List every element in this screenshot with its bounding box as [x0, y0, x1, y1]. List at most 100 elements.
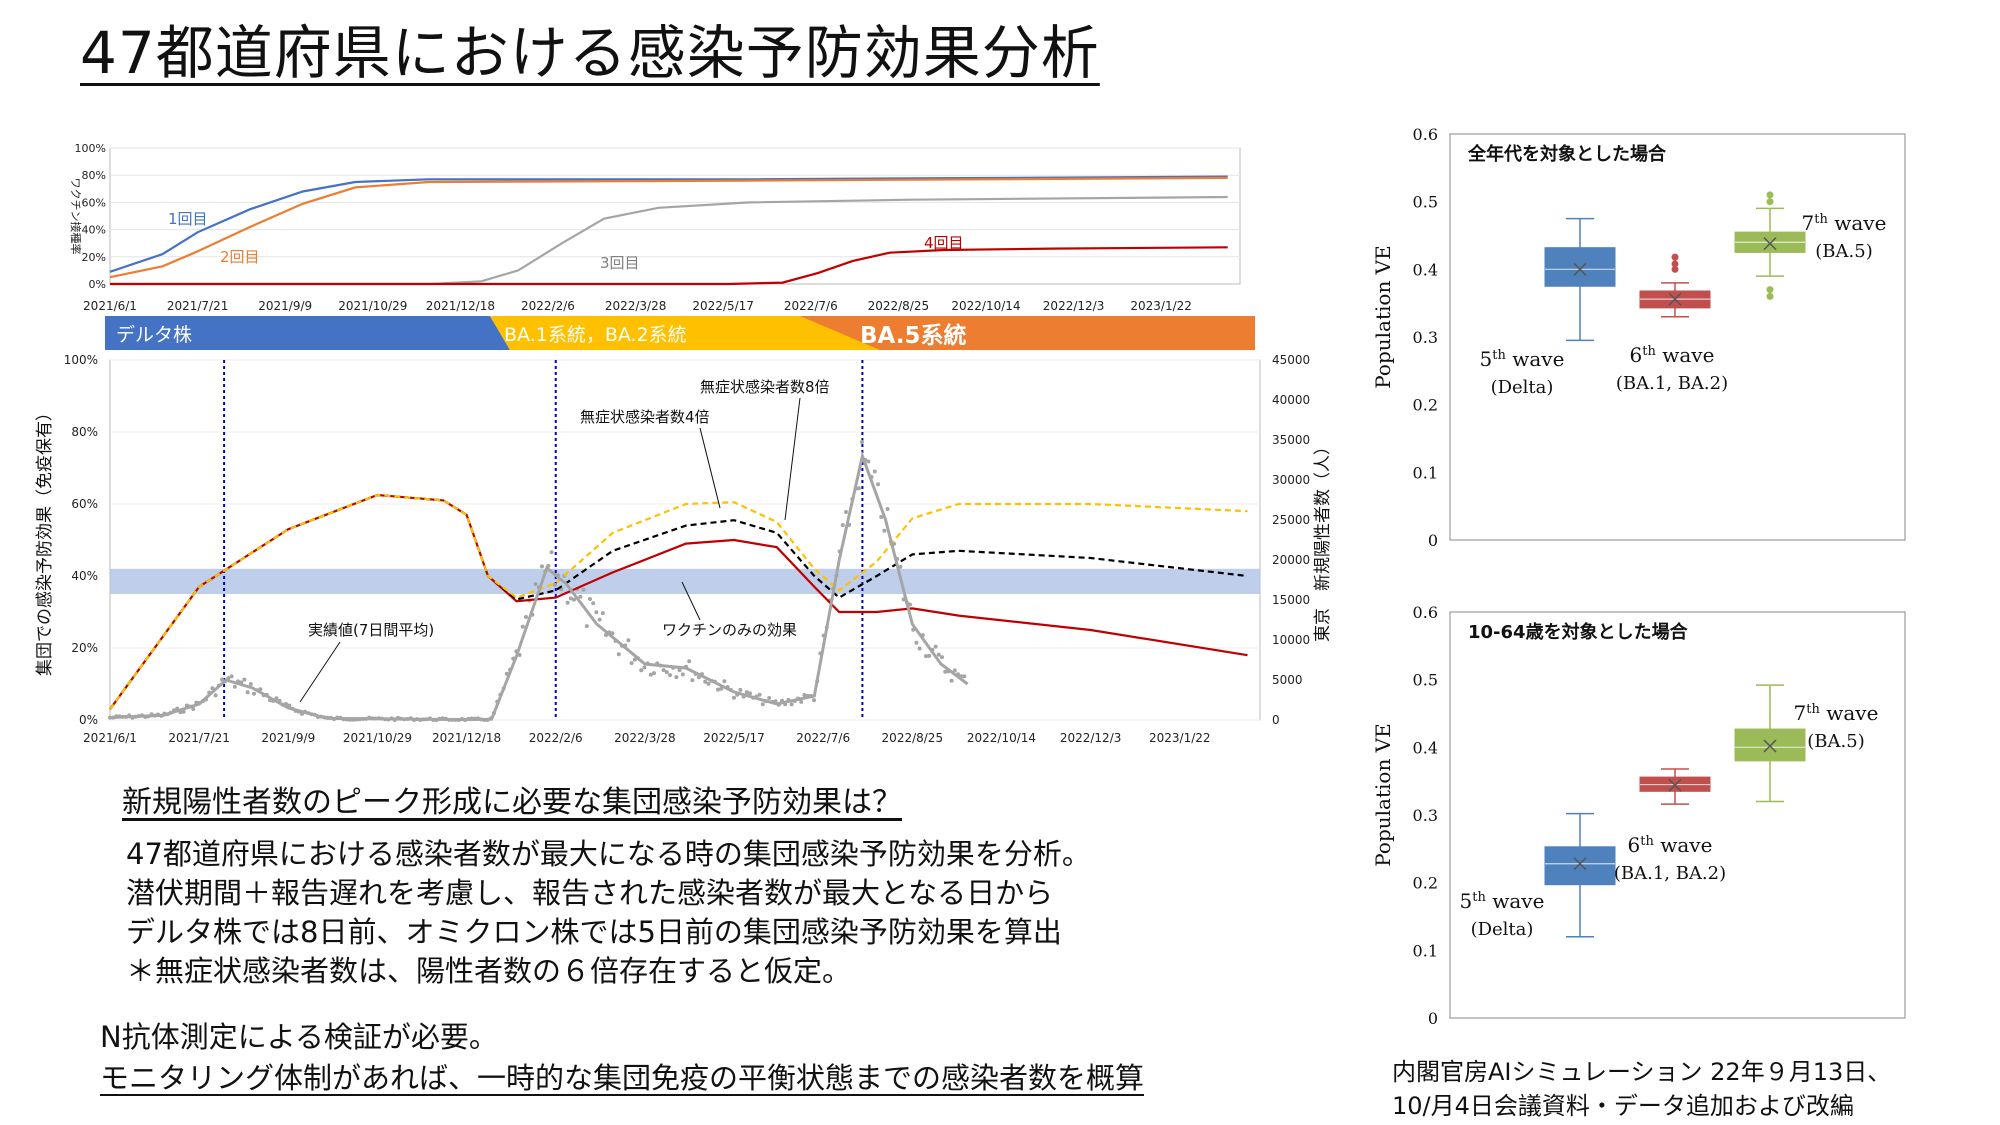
source-line-2: 10/月4日会議資料・データ追加および改編 — [1392, 1092, 1854, 1120]
x-tick-label: 2022/7/6 — [784, 299, 838, 313]
y2-tick-label: 40000 — [1272, 393, 1310, 407]
daily-case-point — [232, 684, 237, 689]
daily-case-point — [680, 672, 685, 677]
daily-case-point — [520, 624, 525, 629]
daily-case-point — [767, 696, 772, 700]
plot-area — [1449, 611, 1906, 1019]
daily-case-point — [943, 669, 948, 674]
category-sublabel-6: (BA.1, BA.2) — [1616, 373, 1728, 394]
x-tick-label: 2022/8/25 — [868, 299, 930, 313]
daily-case-point — [639, 668, 644, 673]
category-sublabel-5: (Delta) — [1491, 377, 1554, 398]
daily-case-point — [927, 653, 932, 658]
y-tick-label: 0.5 — [1413, 193, 1438, 212]
daily-case-point — [213, 693, 218, 698]
daily-case-point — [738, 687, 743, 692]
x-tick-label: 2022/12/3 — [1060, 731, 1122, 745]
daily-case-point — [872, 469, 877, 474]
target-band — [110, 568, 1260, 594]
y-tick-label: 0 — [1428, 531, 1438, 550]
daily-case-point — [652, 671, 656, 676]
daily-case-point — [914, 640, 919, 645]
y-tick-label: 80% — [71, 425, 98, 439]
x-tick-label: 2021/12/18 — [426, 299, 495, 313]
y-tick-label: 20% — [71, 641, 98, 655]
body-line-3: デルタ株では8日前、オミクロン株では5日前の集団感染予防効果を算出 — [126, 915, 1062, 949]
category-label-6: 6th wave — [1630, 343, 1715, 367]
category-label-6: 6th wave — [1628, 833, 1713, 857]
daily-case-point — [757, 692, 762, 697]
y-tick-label: 20% — [82, 251, 106, 264]
x-tick-label: 2022/3/28 — [605, 299, 667, 313]
y2-tick-label: 15000 — [1272, 593, 1310, 607]
y-tick-label: 0.1 — [1413, 463, 1438, 482]
daily-case-point — [706, 681, 711, 686]
box-mean-marker — [1763, 237, 1777, 251]
series-line-x8 — [109, 493, 1248, 710]
x-tick-label: 2022/10/14 — [967, 731, 1036, 745]
daily-case-point — [549, 550, 554, 555]
daily-case-point — [962, 674, 967, 679]
daily-case-point — [252, 691, 256, 696]
box-mean-marker — [1763, 739, 1777, 753]
category-label-5: 5th wave — [1460, 889, 1545, 913]
y2-tick-label: 0 — [1272, 713, 1280, 727]
daily-case-point — [220, 677, 224, 682]
daily-case-point — [949, 678, 954, 683]
daily-case-point — [540, 564, 544, 569]
daily-case-point — [760, 702, 765, 707]
annotation-cases: 実績値(7日間平均) — [308, 621, 434, 639]
daily-case-point — [626, 638, 631, 643]
plot-area — [109, 147, 1241, 285]
x-tick-label: 2023/1/22 — [1149, 731, 1211, 745]
daily-case-point — [245, 690, 250, 695]
y-tick-label: 40% — [71, 569, 98, 583]
daily-case-point — [524, 615, 528, 619]
outlier-point — [1766, 191, 1774, 199]
outlier-point — [1671, 260, 1679, 268]
daily-case-point — [885, 507, 890, 511]
x-tick-label: 2022/10/14 — [951, 299, 1020, 313]
y-axis-label: 集団での感染予防効果（免疫保有） — [35, 404, 55, 676]
daily-case-point — [668, 673, 672, 678]
box-plot-10-64: 0 0.1 0.2 0.3 0.4 0.5 0.6 Population VE 10-64歳を対… — [1371, 603, 1906, 1028]
variant-label-ba5: BA.5系統 — [860, 322, 967, 349]
x-tick-label: 2021/10/29 — [338, 299, 407, 313]
annotation-vaccine-only: ワクチンのみの効果 — [662, 621, 797, 639]
y-tick-label: 60% — [71, 497, 98, 511]
daily-case-point — [591, 601, 596, 606]
daily-case-point — [191, 707, 196, 711]
daily-case-point — [629, 661, 634, 666]
category-label-7: 7th wave — [1794, 701, 1879, 725]
outlier-point — [1766, 198, 1774, 206]
daily-case-point — [879, 515, 884, 519]
variant-period-band: デルタ株 BA.1系統，BA.2系統 BA.5系統 — [105, 316, 1255, 350]
y-tick-label: 100% — [64, 353, 98, 367]
x-tick-label: 2021/12/18 — [432, 731, 501, 745]
variant-label-delta: デルタ株 — [116, 324, 192, 346]
daily-case-point — [588, 597, 592, 601]
daily-case-point — [229, 674, 234, 679]
y-tick-label: 80% — [82, 169, 106, 182]
daily-case-point — [952, 668, 957, 673]
outlier-point — [1766, 286, 1774, 294]
daily-case-point — [597, 617, 602, 622]
daily-case-point — [690, 678, 695, 683]
vaccination-rate-chart: 0% 20% 40% 60% 80% 100% ワクチン接種率 2021/6/1 2021/7/… — [69, 142, 1241, 313]
y-tick-label: 0.6 — [1413, 603, 1438, 622]
daily-case-point — [572, 597, 576, 602]
y-tick-label: 0.1 — [1413, 941, 1438, 960]
daily-case-point — [703, 679, 708, 684]
y2-tick-label: 5000 — [1272, 673, 1303, 687]
series-label-dose3: 3回目 — [600, 254, 640, 272]
daily-case-point — [565, 600, 570, 605]
category-sublabel-5: (Delta) — [1471, 919, 1534, 940]
y-tick-label: 0% — [89, 278, 106, 291]
x-tick-label: 2021/9/9 — [261, 731, 315, 745]
category-sublabel-6: (BA.1, BA.2) — [1614, 863, 1726, 884]
daily-case-point — [866, 459, 871, 464]
annotation-x4-leader — [699, 427, 721, 509]
x-tick-label: 2021/6/1 — [83, 299, 137, 313]
x-tick-label: 2022/7/6 — [796, 731, 850, 745]
daily-case-point — [799, 699, 804, 704]
